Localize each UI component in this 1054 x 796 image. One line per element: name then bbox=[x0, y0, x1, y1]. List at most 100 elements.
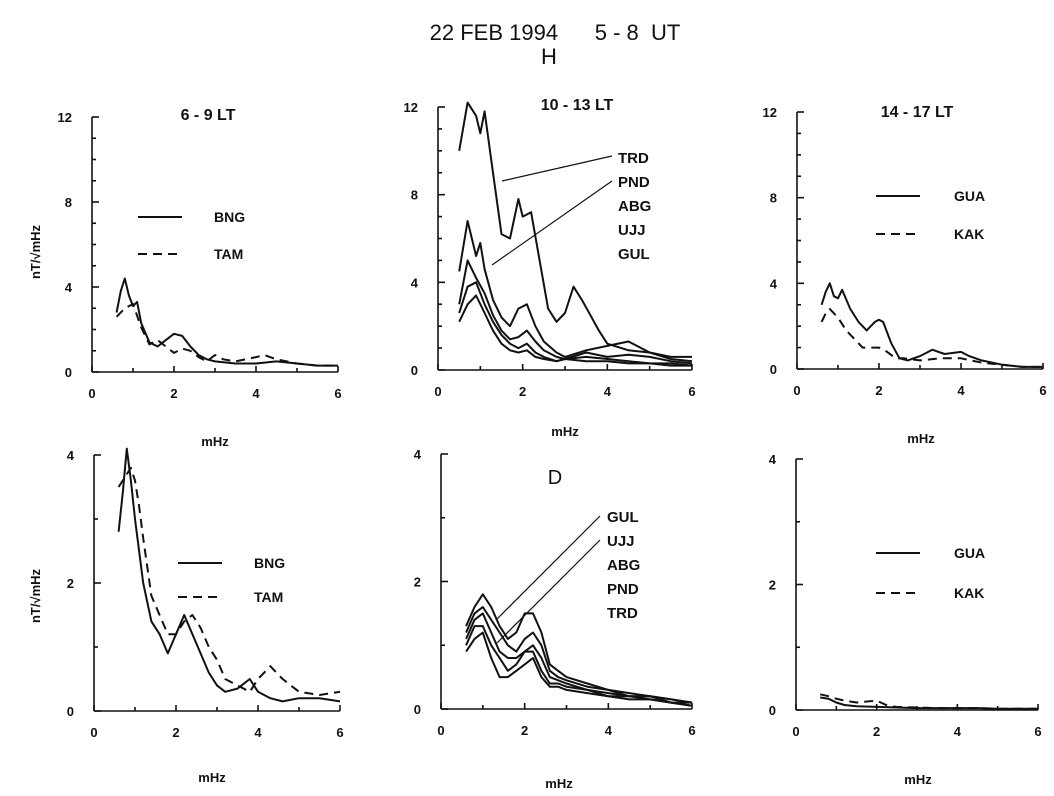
x-tick-label: 2 bbox=[521, 723, 528, 738]
station-label-trd: TRD bbox=[607, 605, 638, 622]
series-trd bbox=[465, 631, 693, 707]
x-tick-label: 0 bbox=[434, 384, 441, 399]
series-gua bbox=[820, 282, 1043, 368]
x-tick-label: 0 bbox=[437, 723, 444, 738]
x-tick-label: 6 bbox=[688, 384, 695, 399]
station-label-pnd: PND bbox=[618, 174, 650, 191]
figure-component: H bbox=[541, 44, 557, 69]
y-tick-label: 0 bbox=[67, 704, 74, 719]
x-tick-label: 4 bbox=[252, 386, 260, 401]
y-tick-label: 12 bbox=[404, 100, 418, 115]
station-label-abg: ABG bbox=[607, 557, 640, 574]
series-ujj bbox=[458, 281, 693, 367]
figure-title: 22 FEB 1994 5 - 8 UT bbox=[430, 20, 681, 45]
legend-label-gua: GUA bbox=[954, 545, 985, 561]
legend-label-gua: GUA bbox=[954, 188, 985, 204]
y-tick-label: 8 bbox=[411, 188, 418, 203]
x-axis-label: mHz bbox=[907, 431, 935, 446]
x-tick-label: 4 bbox=[954, 724, 962, 739]
leader-line bbox=[496, 539, 601, 644]
leader-line bbox=[491, 180, 613, 266]
y-tick-label: 4 bbox=[65, 280, 73, 295]
series-kak bbox=[820, 308, 1043, 368]
y-tick-label: 8 bbox=[65, 195, 72, 210]
y-tick-label: 4 bbox=[770, 276, 778, 291]
legend-label-tam: TAM bbox=[214, 246, 243, 262]
y-tick-label: 12 bbox=[58, 110, 72, 125]
x-tick-label: 2 bbox=[875, 383, 882, 398]
panel-title: 10 - 13 LT bbox=[541, 97, 614, 114]
series-tam bbox=[117, 466, 341, 696]
station-label-abg: ABG bbox=[618, 198, 651, 215]
station-label-trd: TRD bbox=[618, 150, 649, 167]
x-tick-label: 4 bbox=[957, 383, 965, 398]
y-tick-label: 8 bbox=[770, 191, 777, 206]
legend-label-kak: KAK bbox=[954, 226, 984, 242]
station-label-ujj: UJJ bbox=[618, 222, 646, 239]
panel-top-right: 0 2 4 6 0 4 8 12 14 - 17 LT mHz GUA KAK bbox=[763, 104, 1047, 446]
x-axis-label: mHz bbox=[904, 772, 932, 787]
y-tick-label: 0 bbox=[65, 365, 72, 380]
series-bng bbox=[117, 447, 341, 703]
y-tick-label: 0 bbox=[414, 702, 421, 717]
x-tick-label: 6 bbox=[1039, 383, 1046, 398]
panel-bottom-left: 0 2 4 6 0 2 4 mHz nT/√mHz BNG TAM bbox=[28, 447, 344, 785]
leader-line bbox=[501, 155, 613, 182]
station-label-gul: GUL bbox=[607, 509, 639, 526]
series-bng bbox=[115, 277, 338, 367]
x-tick-label: 6 bbox=[334, 386, 341, 401]
series-abg bbox=[458, 259, 693, 365]
series-pnd bbox=[465, 625, 693, 707]
panel-title: 6 - 9 LT bbox=[181, 107, 236, 124]
x-tick-label: 0 bbox=[90, 725, 97, 740]
x-tick-label: 4 bbox=[254, 725, 262, 740]
panel-bottom-right: 0 2 4 6 0 2 4 mHz GUA KAK bbox=[769, 452, 1042, 787]
series-gul bbox=[465, 593, 693, 704]
y-tick-label: 0 bbox=[769, 703, 776, 718]
x-tick-label: 6 bbox=[336, 725, 343, 740]
component-annotation: D bbox=[548, 467, 562, 489]
legend-label-kak: KAK bbox=[954, 585, 984, 601]
x-tick-label: 2 bbox=[873, 724, 880, 739]
x-tick-label: 2 bbox=[172, 725, 179, 740]
x-tick-label: 2 bbox=[519, 384, 526, 399]
y-tick-label: 4 bbox=[414, 447, 422, 462]
station-label-pnd: PND bbox=[607, 581, 639, 598]
panel-title: 14 - 17 LT bbox=[881, 104, 954, 121]
x-axis-label: mHz bbox=[551, 424, 579, 439]
y-tick-label: 2 bbox=[414, 575, 421, 590]
y-tick-label: 4 bbox=[769, 452, 777, 467]
panel-top-middle: 0 2 4 6 0 4 8 12 10 - 13 LT mHz TRD PND ABG UJJ GUL bbox=[404, 97, 696, 439]
leader-line bbox=[495, 515, 601, 621]
y-tick-label: 4 bbox=[67, 448, 75, 463]
series-tam bbox=[115, 303, 338, 367]
x-axis-label: mHz bbox=[545, 776, 573, 791]
y-tick-label: 0 bbox=[411, 363, 418, 378]
legend-label-tam: TAM bbox=[254, 589, 283, 605]
legend-label-bng: BNG bbox=[214, 209, 245, 225]
y-tick-label: 12 bbox=[763, 105, 777, 120]
y-tick-label: 2 bbox=[769, 578, 776, 593]
x-axis-label: mHz bbox=[198, 770, 226, 785]
x-tick-label: 0 bbox=[793, 383, 800, 398]
x-tick-label: 2 bbox=[170, 386, 177, 401]
station-label-ujj: UJJ bbox=[607, 533, 635, 550]
y-tick-label: 2 bbox=[67, 576, 74, 591]
y-axis-label: nT/√mHz bbox=[28, 568, 43, 623]
series-gul bbox=[458, 294, 692, 367]
panel-top-left: 0 2 4 6 0 4 8 12 6 - 9 LT mHz nT/√mHz BNG TAM bbox=[28, 107, 342, 449]
y-tick-label: 0 bbox=[770, 362, 777, 377]
series-kak bbox=[819, 693, 1038, 710]
y-axis-label: nT/√mHz bbox=[28, 224, 43, 279]
x-tick-label: 6 bbox=[688, 723, 695, 738]
series-pnd bbox=[458, 220, 693, 363]
x-tick-label: 4 bbox=[605, 723, 613, 738]
panel-bottom-middle: 0 2 4 6 0 2 4 mHz GUL UJJ ABG PND TRD D bbox=[414, 447, 696, 791]
y-tick-label: 4 bbox=[411, 275, 419, 290]
panels: 0 2 4 6 0 4 8 12 6 - 9 LT mHz nT/√mHz BNG TAM 0 2 4 6 0 4 8… bbox=[28, 97, 1047, 791]
x-tick-label: 6 bbox=[1034, 724, 1041, 739]
legend-label-bng: BNG bbox=[254, 555, 285, 571]
series-gua bbox=[820, 696, 1038, 710]
x-tick-label: 0 bbox=[88, 386, 95, 401]
